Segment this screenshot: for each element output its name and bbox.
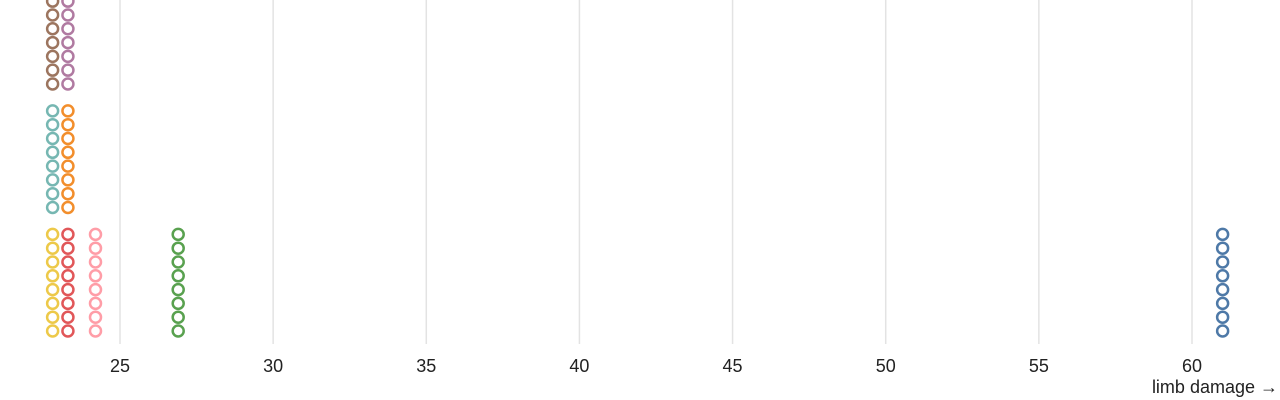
data-point bbox=[45, 324, 60, 338]
data-point bbox=[171, 227, 185, 242]
data-point bbox=[88, 227, 103, 242]
x-tick-label: 40 bbox=[569, 356, 589, 376]
data-point bbox=[61, 227, 75, 242]
data-point bbox=[88, 241, 103, 255]
gridlines bbox=[119, 0, 1193, 344]
data-point bbox=[45, 200, 60, 215]
x-tick-label: 50 bbox=[876, 356, 896, 376]
data-point bbox=[61, 35, 75, 50]
data-point bbox=[45, 8, 60, 22]
data-point bbox=[61, 282, 75, 297]
data-point bbox=[61, 241, 75, 255]
data-point bbox=[61, 296, 75, 311]
data-point bbox=[45, 49, 60, 64]
x-tick-label: 35 bbox=[416, 356, 436, 376]
data-point bbox=[61, 0, 75, 8]
data-point bbox=[1215, 255, 1230, 269]
data-point bbox=[45, 35, 60, 50]
data-point bbox=[61, 104, 75, 118]
data-point bbox=[61, 255, 75, 269]
data-point bbox=[45, 104, 60, 118]
data-point bbox=[61, 269, 75, 283]
data-point bbox=[1215, 241, 1230, 255]
data-point bbox=[1215, 227, 1230, 242]
data-point bbox=[61, 173, 75, 187]
data-point bbox=[45, 310, 60, 324]
data-point bbox=[61, 22, 75, 36]
data-point bbox=[88, 296, 103, 311]
data-point bbox=[45, 269, 60, 283]
data-point bbox=[171, 310, 185, 324]
data-point bbox=[45, 173, 60, 187]
x-tick-label: 55 bbox=[1029, 356, 1049, 376]
data-points bbox=[45, 0, 1230, 338]
data-point bbox=[61, 49, 75, 64]
data-point bbox=[61, 200, 75, 215]
data-point bbox=[45, 145, 60, 160]
data-point bbox=[45, 255, 60, 269]
x-axis-title: limb damage → bbox=[1152, 377, 1278, 397]
data-point bbox=[171, 255, 185, 269]
data-point bbox=[45, 0, 60, 8]
x-tick-label: 45 bbox=[723, 356, 743, 376]
x-tick-label: 30 bbox=[263, 356, 283, 376]
data-point bbox=[45, 77, 60, 91]
data-point bbox=[45, 131, 60, 146]
data-point bbox=[88, 324, 103, 338]
data-point bbox=[171, 324, 185, 338]
data-point bbox=[61, 310, 75, 324]
data-point bbox=[45, 22, 60, 36]
data-point bbox=[45, 227, 60, 242]
data-point bbox=[171, 282, 185, 297]
data-point bbox=[45, 296, 60, 311]
data-point bbox=[61, 186, 75, 201]
data-point bbox=[88, 282, 103, 297]
data-point bbox=[1215, 324, 1230, 338]
x-axis-ticks: 25 30 35 40 45 50 55 60 bbox=[110, 356, 1202, 376]
x-tick-label: 25 bbox=[110, 356, 130, 376]
data-point bbox=[45, 159, 60, 173]
data-point bbox=[88, 269, 103, 283]
data-point bbox=[45, 241, 60, 255]
data-point bbox=[61, 324, 75, 338]
data-point bbox=[88, 255, 103, 269]
data-point bbox=[61, 145, 75, 160]
data-point bbox=[171, 296, 185, 311]
data-point bbox=[171, 269, 185, 283]
data-point bbox=[61, 8, 75, 22]
data-point bbox=[45, 63, 60, 77]
data-point bbox=[61, 131, 75, 146]
data-point bbox=[45, 186, 60, 201]
data-point bbox=[61, 63, 75, 77]
data-point bbox=[88, 310, 103, 324]
data-point bbox=[1215, 282, 1230, 297]
data-point bbox=[1215, 310, 1230, 324]
data-point bbox=[171, 241, 185, 255]
data-point bbox=[61, 117, 75, 132]
data-point bbox=[45, 117, 60, 132]
data-point bbox=[1215, 296, 1230, 311]
data-point bbox=[45, 282, 60, 297]
data-point bbox=[1215, 269, 1230, 283]
x-tick-label: 60 bbox=[1182, 356, 1202, 376]
data-point bbox=[61, 159, 75, 173]
data-point bbox=[61, 77, 75, 91]
